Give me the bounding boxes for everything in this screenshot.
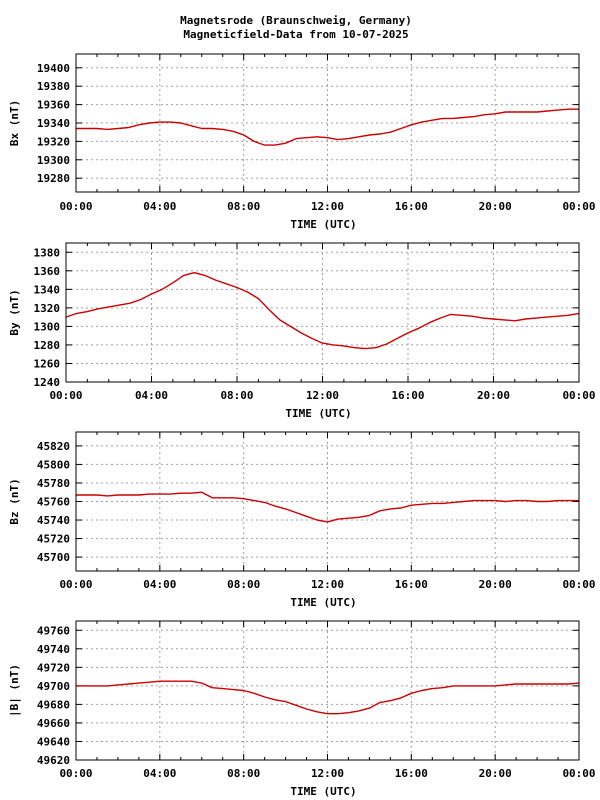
- btotal-xtick-label: 00:00: [59, 767, 92, 780]
- bz-panel: 45700 45720 45740 45760 45780 45800 45820 00:00…: [8, 431, 596, 609]
- by-xtick-label: 08:00: [220, 389, 253, 402]
- bx-xtick-label: 04:00: [143, 200, 176, 213]
- chart-panels: 19280 19300 19320 19340 19360 19380 19400 00:00…: [8, 53, 596, 798]
- figure-title-line2: Magneticfield-Data from 10-07-2025: [183, 28, 408, 41]
- btotal-y-axis-title: |B| (nT): [8, 664, 21, 717]
- bz-xtick-label: 12:00: [311, 578, 344, 591]
- by-xtick-label: 16:00: [391, 389, 424, 402]
- btotal-ytick-label: 49620: [37, 754, 70, 767]
- bx-ytick-label: 19280: [37, 172, 70, 185]
- bx-xtick-label: 12:00: [311, 200, 344, 213]
- figure-title-line1: Magnetsrode (Braunschweig, Germany): [180, 14, 412, 27]
- bz-ytick-label: 45700: [37, 551, 70, 564]
- btotal-panel: 49620 49640 49660 49680 49700 49720 49740 49760…: [8, 620, 596, 798]
- by-xtick-label: 00:00: [49, 389, 82, 402]
- bx-xtick-label: 16:00: [395, 200, 428, 213]
- btotal-xtick-label: 16:00: [395, 767, 428, 780]
- btotal-xtick-label: 20:00: [479, 767, 512, 780]
- bz-xtick-label: 20:00: [479, 578, 512, 591]
- by-ytick-label: 1340: [34, 283, 61, 296]
- by-xtick-label: 12:00: [306, 389, 339, 402]
- bz-plot-frame: [75, 431, 580, 572]
- bz-ytick-label: 45720: [37, 533, 70, 546]
- btotal-ytick-label: 49740: [37, 643, 70, 656]
- btotal-ytick-label: 49660: [37, 717, 70, 730]
- by-plot-frame: [65, 242, 580, 383]
- bz-series-line: [76, 491, 579, 523]
- bx-ytick-label: 19360: [37, 99, 70, 112]
- bx-ytick-label: 19320: [37, 135, 70, 148]
- bx-y-axis-title: Bx (nT): [8, 100, 21, 146]
- bz-xtick-label: 16:00: [395, 578, 428, 591]
- bx-ytick-label: 19340: [37, 117, 70, 130]
- bx-series-line: [76, 108, 579, 146]
- bx-ytick-label: 19400: [37, 62, 70, 75]
- bz-xtick-label: 04:00: [143, 578, 176, 591]
- bz-ytick-label: 45760: [37, 496, 70, 509]
- bz-xtick-label: 00:00: [59, 578, 92, 591]
- btotal-xtick-label: 04:00: [143, 767, 176, 780]
- btotal-ytick-label: 49640: [37, 735, 70, 748]
- by-xtick-label: 04:00: [135, 389, 168, 402]
- bx-xtick-label: 20:00: [479, 200, 512, 213]
- by-x-axis-title: TIME (UTC): [285, 407, 351, 420]
- btotal-xtick-label: 00:00: [562, 767, 595, 780]
- bx-plot-frame: [75, 53, 580, 193]
- bz-xtick-label: 00:00: [562, 578, 595, 591]
- bx-xtick-label: 00:00: [59, 200, 92, 213]
- by-ytick-label: 1260: [34, 357, 61, 370]
- by-ytick-label: 1360: [34, 265, 61, 278]
- bz-y-axis-title: Bz (nT): [8, 478, 21, 524]
- btotal-ytick-label: 49680: [37, 698, 70, 711]
- by-y-axis-title: By (nT): [8, 289, 21, 335]
- by-panel: 1240 1260 1280 1300 1320 1340 1360 1380 00:00 04:…: [8, 242, 596, 420]
- bx-ytick-label: 19380: [37, 80, 70, 93]
- by-ytick-label: 1300: [34, 320, 61, 333]
- by-series-line: [65, 272, 580, 350]
- bx-xtick-label: 08:00: [227, 200, 260, 213]
- by-ytick-label: 1280: [34, 339, 61, 352]
- btotal-x-axis-title: TIME (UTC): [290, 785, 356, 798]
- by-xtick-label: 00:00: [562, 389, 595, 402]
- bx-x-axis-title: TIME (UTC): [290, 218, 356, 231]
- by-ytick-label: 1320: [34, 302, 61, 315]
- btotal-plot-frame: [75, 620, 580, 761]
- bx-xtick-label: 00:00: [562, 200, 595, 213]
- btotal-ytick-label: 49720: [37, 661, 70, 674]
- by-xtick-label: 20:00: [477, 389, 510, 402]
- btotal-ytick-label: 49700: [37, 680, 70, 693]
- bz-ytick-label: 45820: [37, 440, 70, 453]
- bz-ytick-label: 45780: [37, 477, 70, 490]
- bz-ytick-label: 45740: [37, 514, 70, 527]
- btotal-xtick-label: 08:00: [227, 767, 260, 780]
- btotal-xtick-label: 12:00: [311, 767, 344, 780]
- bx-panel: 19280 19300 19320 19340 19360 19380 19400 00:00…: [8, 53, 596, 231]
- by-ytick-label: 1380: [34, 246, 61, 259]
- bx-ytick-label: 19300: [37, 154, 70, 167]
- btotal-series-line: [76, 680, 580, 715]
- bz-ytick-label: 45800: [37, 458, 70, 471]
- by-ytick-label: 1240: [34, 376, 61, 389]
- bz-xtick-label: 08:00: [227, 578, 260, 591]
- btotal-ytick-label: 49760: [37, 624, 70, 637]
- bz-x-axis-title: TIME (UTC): [290, 596, 356, 609]
